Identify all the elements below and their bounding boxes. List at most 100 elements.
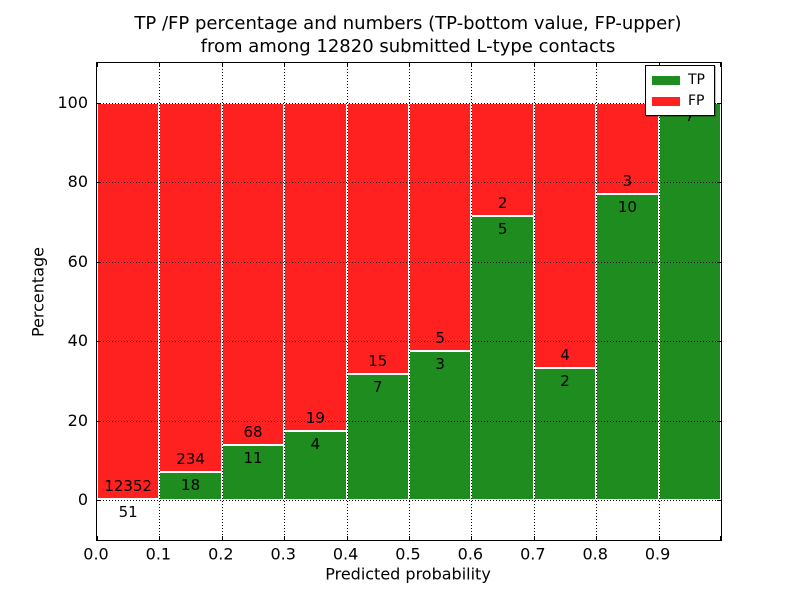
x-tick-label: 0.2 <box>208 544 234 564</box>
h-gridline <box>97 102 721 104</box>
v-gridline <box>658 63 660 540</box>
y-tick-label: 20 <box>67 410 88 430</box>
tp-bar <box>159 471 222 501</box>
tp-count-label: 10 <box>617 198 637 217</box>
h-gridline <box>97 182 721 184</box>
x-tick-label: 0.0 <box>83 544 109 564</box>
tp-count-label: 11 <box>243 448 263 467</box>
fp-bar <box>221 102 285 445</box>
x-tick-label: 0.4 <box>332 544 359 564</box>
x-tick <box>284 63 286 67</box>
x-tick <box>596 536 598 540</box>
tp-bar <box>533 367 597 501</box>
x-tick <box>471 63 473 67</box>
fp-count-label: 3 <box>622 172 633 191</box>
v-gridline <box>533 63 535 540</box>
chart-title-line2: from among 12820 submitted L-type contac… <box>200 36 616 57</box>
y-tick-label: 0 <box>77 490 88 510</box>
fp-bar <box>97 102 160 499</box>
tp-count-label: 4 <box>310 435 321 454</box>
v-gridline <box>409 63 410 540</box>
h-gridline <box>97 420 721 422</box>
fp-bar <box>596 102 659 195</box>
x-tick <box>471 536 473 540</box>
v-gridline <box>346 63 348 540</box>
x-tick-label: 0.7 <box>520 544 546 564</box>
y-tick <box>97 500 101 502</box>
h-gridline <box>97 341 721 343</box>
fp-bar <box>159 102 222 472</box>
x-tick-label: 0.5 <box>395 544 421 564</box>
y-tick <box>97 341 101 343</box>
y-tick <box>717 261 721 263</box>
x-axis-label: Predicted probability <box>325 564 491 584</box>
x-tick-label: 0.8 <box>582 544 608 564</box>
legend-item-fp: FP <box>652 92 708 110</box>
x-tick <box>409 63 410 67</box>
y-tick <box>717 500 721 502</box>
y-tick <box>97 182 101 184</box>
x-tick <box>720 63 721 67</box>
y-tick <box>717 341 721 343</box>
fp-count-label: 5 <box>435 329 445 348</box>
v-gridline <box>471 63 473 540</box>
x-tick <box>221 63 223 67</box>
fp-bar <box>346 102 409 374</box>
y-tick-label: 100 <box>57 92 88 112</box>
x-tick <box>596 63 598 67</box>
legend-swatch-tp-icon <box>652 75 680 85</box>
plot-area: 12352512341868111941575325423107 <box>96 62 722 541</box>
y-tick-label: 60 <box>67 251 88 271</box>
x-tick-label: 0.3 <box>270 544 296 564</box>
tp-count-label: 7 <box>373 377 383 396</box>
x-tick <box>284 536 286 540</box>
x-tick <box>221 536 223 540</box>
tp-bar <box>409 351 472 501</box>
x-tick <box>346 63 348 67</box>
v-gridline <box>284 63 286 540</box>
x-tick <box>97 536 98 540</box>
legend-label-fp: FP <box>688 93 705 109</box>
x-tick <box>533 63 535 67</box>
tp-count-label: 3 <box>435 355 445 374</box>
x-tick-label: 0.1 <box>145 544 172 564</box>
tp-bar <box>658 102 721 501</box>
v-gridline <box>221 63 223 540</box>
x-tick-label: 0.6 <box>457 544 484 564</box>
x-tick <box>159 536 161 540</box>
h-gridline <box>97 261 721 263</box>
x-tick <box>346 536 348 540</box>
tp-count-label: 5 <box>497 220 508 239</box>
y-tick <box>97 420 101 422</box>
fp-count-label: 15 <box>368 351 388 370</box>
v-gridline <box>159 63 161 540</box>
chart-title-line1: TP /FP percentage and numbers (TP-bottom… <box>134 13 682 34</box>
tp-count-label: 18 <box>181 475 201 494</box>
tp-bar <box>346 373 409 501</box>
x-tick-label: 0.9 <box>644 544 671 564</box>
tp-count-label: 51 <box>118 502 138 521</box>
tp-count-label: 2 <box>560 371 570 390</box>
tp-bar <box>284 431 347 501</box>
fp-count-label: 4 <box>560 345 570 364</box>
h-gridline <box>97 500 721 502</box>
tp-bar <box>471 216 534 501</box>
fp-bar <box>409 102 472 352</box>
x-tick <box>658 536 660 540</box>
y-tick <box>717 420 721 422</box>
fp-count-label: 12352 <box>104 476 153 495</box>
legend: TP FP <box>645 65 715 116</box>
x-tick <box>159 63 161 67</box>
tp-bar <box>97 498 160 501</box>
tp-bar <box>596 194 659 501</box>
fp-count-label: 2 <box>497 194 508 213</box>
y-tick <box>717 102 721 104</box>
y-tick-label: 80 <box>67 172 88 192</box>
x-tick <box>720 536 721 540</box>
x-tick <box>97 63 98 67</box>
legend-item-tp: TP <box>652 71 708 89</box>
v-gridline <box>596 63 598 540</box>
y-tick <box>97 261 101 263</box>
x-tick <box>409 536 410 540</box>
